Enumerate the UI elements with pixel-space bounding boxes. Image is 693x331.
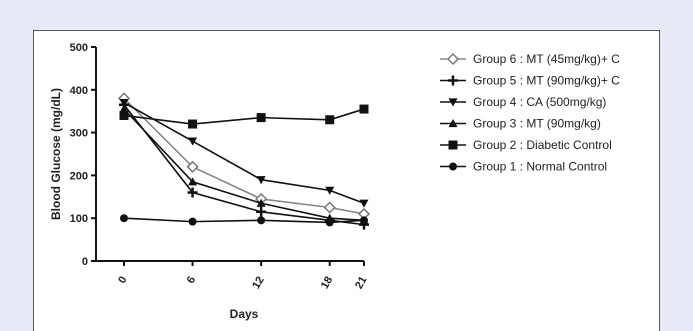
y-tick-label-500: 500: [70, 42, 88, 54]
chart-frame: [33, 30, 660, 331]
y-tick-label-400: 400: [70, 85, 88, 97]
legend-label-2: Group 5 : MT (90mg/kg)+ C: [473, 74, 620, 88]
legend-label-5: Group 2 : Diabetic Control: [473, 138, 612, 152]
legend-label-3: Group 4 : CA (500mg/kg): [473, 95, 606, 109]
series-3-point-6: [188, 137, 198, 146]
y-tick-label-100: 100: [70, 213, 88, 225]
legend-marker-6: [449, 162, 457, 171]
series-5-point-6: [188, 119, 198, 129]
series-4-point-12: [256, 198, 266, 207]
legend-marker-1: [446, 52, 460, 66]
x-tick-label-21: 21: [353, 275, 370, 292]
series-6-point-21: [360, 216, 368, 225]
series-4-point-0: [119, 104, 129, 113]
legend-label-4: Group 3 : MT (90mg/kg): [473, 117, 601, 131]
series-5-point-18: [325, 115, 335, 125]
x-tick-label-12: 12: [250, 275, 267, 292]
series-4-point-6: [188, 177, 198, 186]
legend-marker-2: [448, 75, 458, 86]
series-3-point-18: [325, 186, 335, 195]
y-tick-label-200: 200: [70, 170, 88, 182]
y-axis-title: Blood Glucose (mg/dL): [49, 88, 63, 220]
series-2-point-6: [187, 187, 198, 198]
legend-label-1: Group 6 : MT (45mg/kg)+ C: [473, 52, 620, 66]
series-3-point-0: [119, 99, 129, 108]
y-tick-label-300: 300: [70, 128, 88, 140]
series-6-point-0: [120, 214, 128, 223]
series-3-point-21: [359, 199, 369, 208]
x-tick-label-6: 6: [185, 275, 198, 286]
legend-marker-4: [448, 119, 458, 128]
y-tick-label-0: 0: [82, 256, 88, 268]
series-6-point-18: [325, 218, 334, 227]
legend-marker-3: [448, 98, 458, 107]
series-5-point-0: [119, 110, 129, 120]
x-tick-label-0: 0: [116, 275, 129, 286]
series-1-point-6: [186, 160, 199, 173]
x-axis-title: Days: [230, 307, 259, 321]
series-6-point-12: [257, 216, 266, 225]
series-5-point-12: [256, 113, 266, 123]
series-3-point-12: [256, 176, 266, 185]
legend-label-6: Group 1 : Normal Control: [473, 160, 607, 174]
series-1-point-18: [323, 201, 336, 214]
series-6-point-6: [188, 217, 197, 226]
series-2-point-12: [256, 206, 267, 217]
series-5-point-21: [359, 104, 369, 114]
x-tick-label-18: 18: [319, 275, 336, 292]
legend-marker-5: [448, 140, 458, 150]
